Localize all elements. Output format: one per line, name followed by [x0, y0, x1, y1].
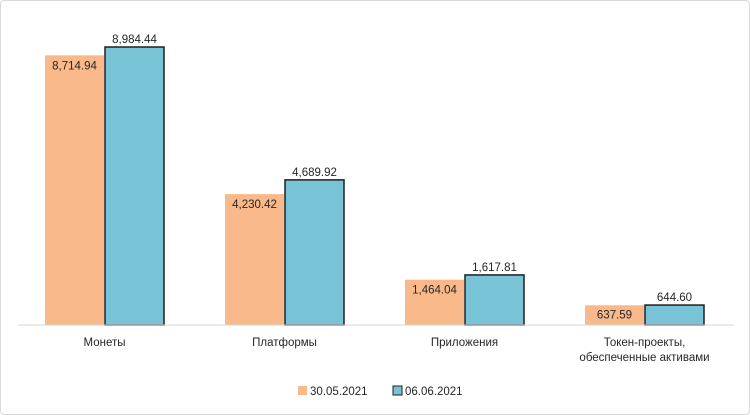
bar-1-series-2	[104, 46, 165, 326]
data-labels-group: 8,714.94 8,984.44 4,230.42 4,689.92 1,464.04…	[52, 34, 692, 321]
category-label-1: Монеты	[83, 337, 125, 349]
legend-swatch-series-1	[298, 386, 307, 395]
category-label-4-line-1: Токен-проекты,	[604, 337, 686, 349]
data-label-2-series-2: 4,689.92	[292, 167, 337, 179]
data-label-1-series-2: 8,984.44	[112, 34, 157, 46]
data-label-1-series-1: 8,714.94	[52, 60, 97, 72]
category-label-3: Приложения	[431, 337, 498, 349]
bars-group	[45, 46, 705, 326]
data-label-2-series-1: 4,230.42	[232, 199, 277, 211]
bar-4-series-1	[585, 305, 644, 325]
bar-3-series-1	[405, 279, 464, 325]
data-label-3-series-1: 1,464.04	[412, 285, 457, 297]
data-label-4-series-2: 644.60	[657, 292, 692, 304]
category-labels-group: Монеты Платформы Приложения Токен-проекты, о…	[83, 337, 709, 364]
bar-2-series-2	[284, 179, 345, 326]
legend: 30.05.2021 06.06.2021	[298, 385, 463, 398]
category-label-4-line-2: обеспеченные активами	[579, 352, 709, 364]
bar-1-series-1	[45, 55, 104, 325]
legend-swatch-series-2	[392, 385, 403, 396]
data-label-3-series-2: 1,617.81	[472, 262, 517, 274]
bar-3-series-2	[464, 274, 525, 326]
category-label-2: Платформы	[252, 337, 317, 349]
data-label-4-series-1: 637.59	[597, 309, 632, 321]
legend-label-series-2: 06.06.2021	[405, 386, 463, 398]
legend-label-series-1: 30.05.2021	[310, 386, 368, 398]
bar-4-series-2	[644, 304, 705, 326]
bar-2-series-1	[225, 194, 284, 325]
